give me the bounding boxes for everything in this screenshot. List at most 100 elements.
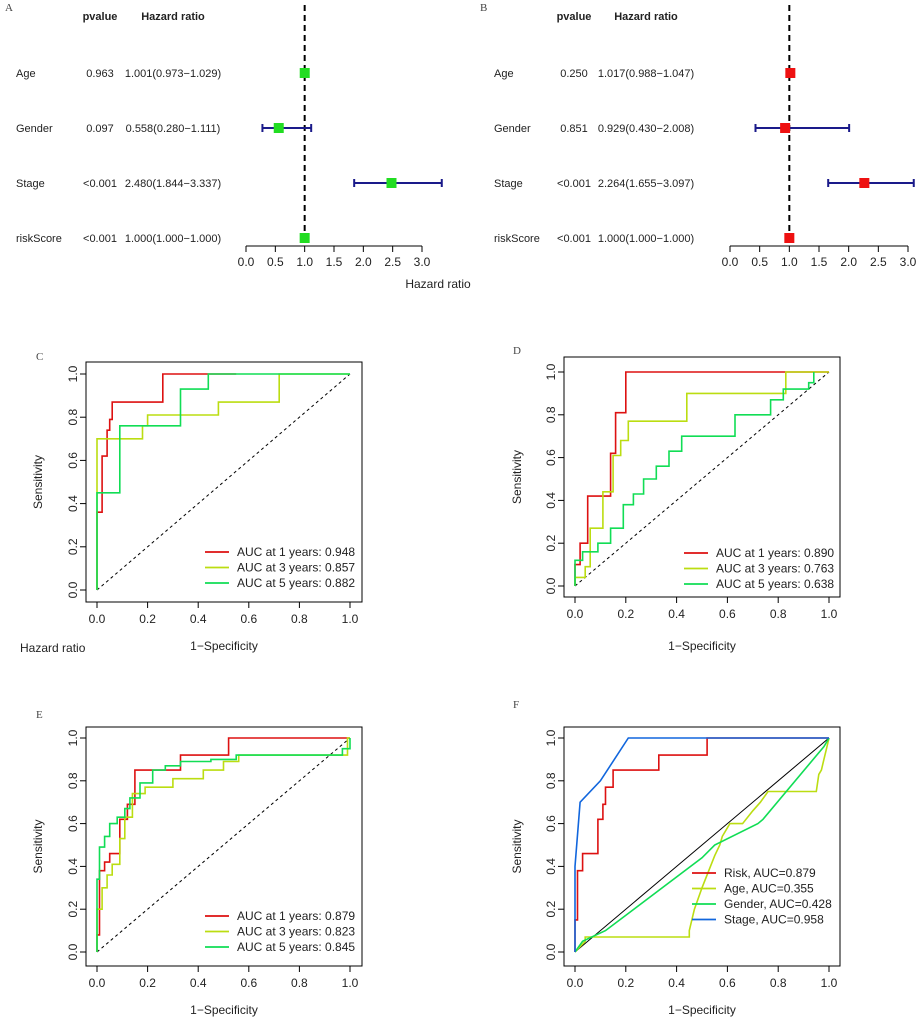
x-tick-label: 0.5 (751, 255, 768, 269)
hazard-ratio-value: 2.480(1.844−3.337) (125, 178, 221, 190)
hazard-ratio-marker (299, 233, 310, 243)
y-axis-title: Sensitivity (510, 450, 524, 504)
variable-label: Stage (494, 178, 523, 190)
x-axis-title: 1−Specificity (190, 639, 258, 653)
x-tick-label: 0.6 (719, 607, 736, 621)
y-axis-title: Sensitivity (510, 819, 524, 873)
diagonal-reference-line (574, 371, 830, 587)
plot-frame (563, 356, 841, 598)
hazard-ratio-value: 1.001(0.973−1.029) (125, 68, 221, 80)
roc-curve (574, 737, 830, 953)
roc-curve (96, 373, 350, 590)
x-tick-label: 0.4 (668, 976, 685, 990)
x-tick-label: 0.0 (567, 607, 584, 621)
legend-label: AUC at 5 years: 0.638 (716, 577, 834, 591)
y-tick-label: 0.6 (544, 449, 558, 466)
roc-panel-f: F 0.0 0.0 0.2 0.2 0.4 0.4 0.6 0.6 0.8 0.8 1.0 1.0 Ris… (510, 699, 841, 1017)
hazard-ratio-value: 1.017(0.988−1.047) (598, 68, 694, 80)
hazard-ratio-value: 0.929(0.430−2.008) (598, 123, 694, 135)
x-tick-label: 1.0 (781, 255, 798, 269)
y-tick-label: 1.0 (66, 365, 80, 382)
x-tick-label: 1.0 (296, 255, 313, 269)
legend-label: AUC at 5 years: 0.882 (237, 576, 355, 590)
legend-label: AUC at 1 years: 0.890 (716, 546, 834, 560)
pvalue-value: <0.001 (83, 233, 117, 245)
pvalue-header: pvalue (83, 11, 118, 23)
legend-label: AUC at 3 years: 0.763 (716, 562, 834, 576)
x-axis-title: Hazard ratio (405, 277, 471, 291)
y-tick-label: 0.4 (544, 492, 558, 509)
variable-label: Gender (16, 123, 53, 135)
hazard-ratio-header: Hazard ratio (614, 11, 678, 23)
legend-label: Risk, AUC=0.879 (724, 866, 816, 880)
variable-label: Age (16, 68, 36, 80)
x-tick-label: 0.2 (617, 607, 634, 621)
x-tick-label: 0.8 (291, 976, 308, 990)
diagonal-reference-line (574, 737, 830, 953)
y-tick-label: 0.4 (66, 495, 80, 512)
y-tick-label: 0.0 (66, 943, 80, 960)
y-tick-label: 0.4 (544, 858, 558, 875)
pvalue-value: <0.001 (83, 178, 117, 190)
roc-curve (574, 737, 829, 952)
x-tick-label: 0.8 (291, 612, 308, 626)
panel-letter: D (513, 345, 521, 357)
hazard-ratio-marker (299, 68, 310, 78)
variable-label: Stage (16, 178, 45, 190)
roc-curve (574, 371, 829, 586)
roc-curve (574, 737, 829, 952)
y-axis-title: Sensitivity (31, 819, 45, 873)
diagonal-reference-line (96, 737, 351, 953)
plot-frame (85, 361, 363, 603)
x-tick-label: 0.8 (770, 976, 787, 990)
roc-curve (96, 737, 350, 952)
hazard-ratio-value: 2.264(1.655−3.097) (598, 178, 694, 190)
x-tick-label: 2.0 (355, 255, 372, 269)
legend-label: Stage, AUC=0.958 (724, 913, 824, 927)
x-axis-title: 1−Specificity (190, 1003, 258, 1017)
x-tick-label: 0.0 (722, 255, 739, 269)
x-tick-label: 0.4 (668, 607, 685, 621)
roc-curve (96, 738, 351, 952)
x-tick-label: 0.6 (240, 976, 257, 990)
roc-curve (96, 373, 350, 590)
x-tick-label: 0.5 (267, 255, 284, 269)
pvalue-value: 0.963 (86, 68, 114, 80)
y-tick-label: 0.8 (544, 406, 558, 423)
hazard-ratio-marker (273, 123, 284, 133)
x-tick-label: 0.4 (190, 612, 207, 626)
y-tick-label: 1.0 (66, 729, 80, 746)
roc-panel-c: C 0.0 0.0 0.2 0.2 0.4 0.4 0.6 0.6 0.8 0.8 1.0 1.0 AUC… (31, 351, 363, 653)
hazard-ratio-value: 0.558(0.280−1.111) (126, 123, 221, 135)
x-tick-label: 0.6 (240, 612, 257, 626)
panel-letter: C (36, 351, 43, 363)
x-axis-title: 1−Specificity (668, 1003, 736, 1017)
roc-panel-d: D 0.0 0.0 0.2 0.2 0.4 0.4 0.6 0.6 0.8 0.8 1.0 1.0 AUC… (510, 345, 841, 653)
x-tick-label: 0.0 (89, 976, 106, 990)
y-tick-label: 0.2 (544, 535, 558, 552)
y-axis-title: Sensitivity (31, 455, 45, 509)
y-tick-label: 0.8 (66, 772, 80, 789)
y-tick-label: 0.2 (544, 901, 558, 918)
legend-label: AUC at 5 years: 0.845 (237, 940, 355, 954)
variable-label: riskScore (494, 233, 540, 245)
hazard-ratio-header: Hazard ratio (141, 11, 205, 23)
x-tick-label: 0.2 (139, 976, 156, 990)
x-tick-label: 0.0 (238, 255, 255, 269)
pvalue-value: 0.097 (86, 123, 114, 135)
legend-label: Gender, AUC=0.428 (724, 897, 832, 911)
x-tick-label: 1.0 (821, 607, 838, 621)
roc-curve (574, 372, 815, 586)
hazard-ratio-marker (780, 123, 791, 133)
variable-label: Age (494, 68, 514, 80)
legend-label: AUC at 1 years: 0.879 (237, 909, 355, 923)
x-tick-label: 0.4 (190, 976, 207, 990)
y-tick-label: 0.0 (544, 943, 558, 960)
legend-label: AUC at 1 years: 0.948 (237, 545, 355, 559)
x-tick-label: 0.6 (719, 976, 736, 990)
y-tick-label: 1.0 (544, 729, 558, 746)
legend-label: AUC at 3 years: 0.823 (237, 925, 355, 939)
panel-letter: B (480, 2, 487, 14)
